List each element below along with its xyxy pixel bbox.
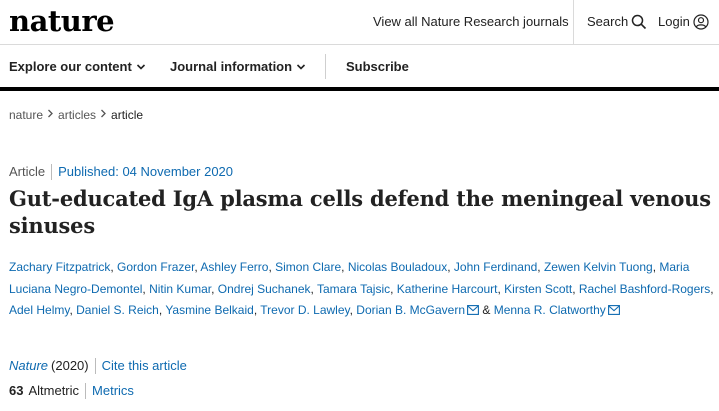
- journal-info-label: Journal information: [170, 59, 293, 74]
- author-link[interactable]: Zachary Fitzpatrick: [9, 260, 111, 274]
- main-nav: Explore our content Journal information …: [0, 45, 719, 88]
- journal-information-menu[interactable]: Journal information: [170, 59, 306, 75]
- author-link[interactable]: Zewen Kelvin Tuong: [543, 260, 653, 274]
- user-icon: [693, 14, 709, 30]
- article-meta: Article Published: 04 November 2020: [9, 164, 233, 180]
- subscribe-link[interactable]: Subscribe: [346, 59, 409, 74]
- breadcrumb-nature[interactable]: nature: [9, 108, 44, 122]
- chevron-right-icon: [47, 108, 54, 122]
- author-link[interactable]: Yasmine Belkaid: [165, 303, 254, 317]
- explore-content-menu[interactable]: Explore our content: [9, 59, 146, 75]
- author-link[interactable]: Gordon Frazer: [117, 260, 195, 274]
- search-label: Search: [587, 14, 629, 29]
- search-button[interactable]: Search: [587, 14, 647, 30]
- nav-divider: [325, 54, 326, 79]
- article-type: Article: [9, 164, 53, 180]
- published-date-link[interactable]: Published: 04 November 2020: [58, 164, 234, 179]
- author-link[interactable]: Dorian B. McGavern: [356, 303, 465, 317]
- breadcrumb-articles[interactable]: articles: [58, 108, 97, 122]
- metrics-row: 63 Altmetric Metrics: [9, 383, 134, 399]
- author-link[interactable]: Menna R. Clatworthy: [493, 303, 606, 317]
- header-divider: [573, 0, 574, 45]
- mail-icon[interactable]: [607, 301, 620, 323]
- search-icon: [631, 14, 647, 30]
- author-link[interactable]: Maria Luciana Negro-Demontel: [9, 260, 690, 296]
- journal-name-link[interactable]: Nature: [9, 358, 49, 373]
- author-link[interactable]: Rachel Bashford-Rogers: [578, 281, 711, 296]
- author-link[interactable]: Adel Helmy: [9, 303, 70, 317]
- author-link[interactable]: Kirsten Scott: [504, 281, 573, 296]
- author-link[interactable]: Ashley Ferro: [200, 260, 269, 274]
- author-link[interactable]: Nicolas Bouladoux: [347, 260, 448, 274]
- chevron-down-icon: [296, 62, 306, 72]
- author-link[interactable]: John Ferdinand: [453, 260, 538, 274]
- article-title: Gut-educated IgA plasma cells defend the…: [9, 186, 711, 238]
- explore-label: Explore our content: [9, 59, 132, 74]
- breadcrumb: nature articles article: [9, 108, 143, 122]
- altmetric-label: Altmetric: [28, 383, 87, 399]
- citation-row: Nature (2020) Cite this article: [9, 358, 187, 374]
- mail-icon[interactable]: [467, 301, 479, 323]
- author-link[interactable]: Nitin Kumar: [149, 281, 212, 296]
- chevron-right-icon: [100, 108, 107, 122]
- author-list: Zachary Fitzpatrick, Gordon Frazer, Ashl…: [9, 257, 714, 323]
- site-header: nature View all Nature Research journals…: [0, 0, 719, 45]
- author-ampersand: &: [482, 303, 491, 317]
- publication-year: (2020): [51, 358, 96, 374]
- author-link[interactable]: Trevor D. Lawley: [260, 303, 350, 317]
- login-button[interactable]: Login: [658, 14, 709, 30]
- breadcrumb-article: article: [111, 108, 144, 122]
- nature-logo[interactable]: nature: [9, 4, 115, 38]
- metrics-link[interactable]: Metrics: [92, 383, 134, 398]
- author-link[interactable]: Daniel S. Reich: [76, 303, 159, 317]
- view-all-journals-link[interactable]: View all Nature Research journals: [373, 14, 569, 29]
- author-link[interactable]: Ondrej Suchanek: [217, 281, 311, 296]
- author-link[interactable]: Simon Clare: [275, 260, 342, 274]
- chevron-down-icon: [136, 62, 146, 72]
- altmetric-score: 63: [9, 383, 24, 398]
- cite-this-article-link[interactable]: Cite this article: [101, 358, 187, 373]
- login-label: Login: [658, 14, 690, 29]
- author-link[interactable]: Tamara Tajsic: [316, 281, 391, 296]
- header-rule: [0, 87, 719, 91]
- author-link[interactable]: Katherine Harcourt: [396, 281, 498, 296]
